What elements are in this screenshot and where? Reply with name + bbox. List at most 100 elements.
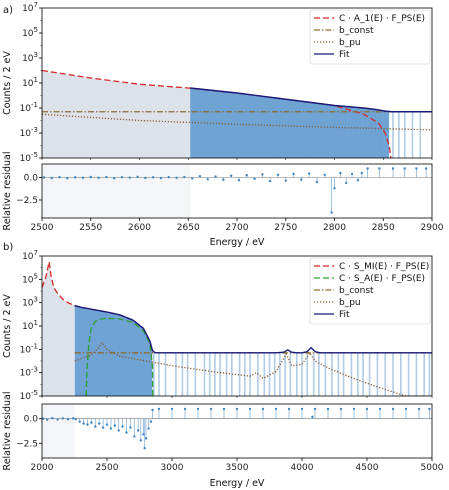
legend-label-bpu: b_pu bbox=[339, 38, 361, 48]
residual-point bbox=[245, 174, 248, 177]
residual-point bbox=[144, 176, 147, 180]
histogram-bin bbox=[296, 352, 298, 396]
histogram-bin bbox=[263, 352, 266, 396]
histogram-bin bbox=[376, 352, 379, 396]
series-fit bbox=[74, 304, 432, 354]
residual-point bbox=[206, 178, 209, 181]
residual-point bbox=[274, 407, 278, 411]
residual-point bbox=[190, 177, 194, 180]
residual-point bbox=[287, 407, 291, 411]
residual-point bbox=[105, 423, 109, 426]
panel-a: a) 10-5 10-3 10-1 101 103 105 107 Counts / 2 eV C… bbox=[2, 1, 444, 248]
x-tick-label: 5000 bbox=[421, 463, 444, 473]
residual-point bbox=[307, 172, 311, 175]
residual-point bbox=[404, 407, 408, 411]
x-tick-label: 3500 bbox=[226, 463, 249, 473]
y-axis: 10-5 10-3 10-1 101 103 105 107 Counts / 2 eV bbox=[2, 1, 42, 164]
residual-excluded bbox=[42, 164, 191, 218]
histogram-bin bbox=[214, 352, 216, 396]
histogram-bin bbox=[238, 352, 241, 396]
x-tick-label: 2750 bbox=[274, 223, 297, 233]
histogram-bin bbox=[423, 352, 425, 396]
histogram-bin bbox=[284, 352, 286, 396]
residual-point bbox=[66, 418, 70, 421]
plot-area bbox=[42, 261, 432, 396]
residual-point bbox=[417, 407, 421, 411]
residual-y-axis-label: Relative residual bbox=[2, 392, 13, 471]
residual-point bbox=[352, 407, 356, 411]
residual-point bbox=[360, 171, 363, 175]
y-tick-label: 10-5 bbox=[20, 151, 38, 164]
residual-point bbox=[42, 417, 45, 420]
residual-point bbox=[81, 176, 85, 180]
residual-point bbox=[424, 167, 428, 170]
residual-point bbox=[365, 407, 369, 411]
residual-point bbox=[73, 176, 77, 179]
residual-point bbox=[50, 176, 53, 180]
residual-point bbox=[82, 422, 85, 425]
residual-point bbox=[229, 174, 233, 177]
histogram-bin bbox=[203, 352, 206, 396]
y-tick-label: 103 bbox=[22, 296, 38, 309]
x-tick-label: 2900 bbox=[421, 223, 444, 233]
series-fit bbox=[190, 87, 432, 113]
histogram-bin bbox=[370, 111, 373, 158]
histogram-bin bbox=[175, 352, 177, 396]
histogram-bin bbox=[345, 111, 347, 158]
residual-point bbox=[237, 179, 241, 182]
histogram-bin bbox=[219, 352, 221, 396]
residual-point bbox=[356, 179, 360, 182]
residual-y-tick-label: 0.0 bbox=[24, 415, 39, 425]
histogram-bin bbox=[273, 352, 276, 396]
residual-point bbox=[428, 407, 431, 411]
x-tick-label: 4500 bbox=[356, 463, 379, 473]
residual-point bbox=[51, 417, 54, 420]
x-axis-label: Energy / eV bbox=[210, 237, 265, 248]
y-tick-label: 107 bbox=[22, 1, 38, 14]
histogram-bin bbox=[428, 352, 431, 396]
residual-point bbox=[113, 424, 117, 427]
x-tick-label: 2500 bbox=[96, 463, 119, 473]
residual-point bbox=[261, 407, 265, 411]
residual-point bbox=[378, 407, 382, 411]
histogram-bin bbox=[364, 111, 367, 158]
y-tick-label: 101 bbox=[22, 319, 38, 332]
histogram-bin bbox=[411, 111, 414, 158]
histogram-bin bbox=[194, 352, 197, 396]
histogram-bin bbox=[357, 352, 359, 396]
histogram-bin bbox=[279, 352, 281, 396]
histogram-bin bbox=[208, 352, 211, 396]
residual-point bbox=[196, 407, 200, 411]
residual-point bbox=[109, 427, 113, 430]
excluded-region bbox=[42, 70, 191, 158]
residual-point bbox=[151, 408, 154, 412]
residual-y-tick-label: −2.5 bbox=[16, 439, 38, 449]
panel-label: a) bbox=[3, 5, 13, 16]
residual-point bbox=[86, 423, 89, 426]
residual-point bbox=[121, 425, 124, 428]
x-tick-label: 2500 bbox=[31, 223, 54, 233]
residual-point bbox=[147, 427, 150, 430]
panel-label: b) bbox=[3, 242, 13, 253]
histogram-bin bbox=[373, 111, 376, 158]
residual-point bbox=[339, 171, 342, 175]
excluded-region bbox=[42, 261, 75, 396]
x-tick-label: 3000 bbox=[161, 463, 184, 473]
histogram-bin bbox=[249, 352, 251, 396]
residual-point bbox=[214, 175, 217, 178]
histogram-bin bbox=[403, 111, 406, 158]
residual-point bbox=[157, 407, 161, 411]
histogram-bin bbox=[318, 352, 320, 396]
histogram-bin bbox=[337, 352, 340, 396]
histogram-bin bbox=[153, 352, 155, 396]
residual-point bbox=[330, 211, 333, 214]
histogram-bin bbox=[384, 352, 386, 396]
residual-point bbox=[144, 437, 148, 440]
histogram-bin bbox=[392, 352, 394, 396]
residual-point bbox=[105, 175, 108, 179]
x-tick-label: 2000 bbox=[31, 463, 54, 473]
histogram-fill bbox=[74, 305, 153, 396]
residual-point bbox=[339, 407, 343, 411]
